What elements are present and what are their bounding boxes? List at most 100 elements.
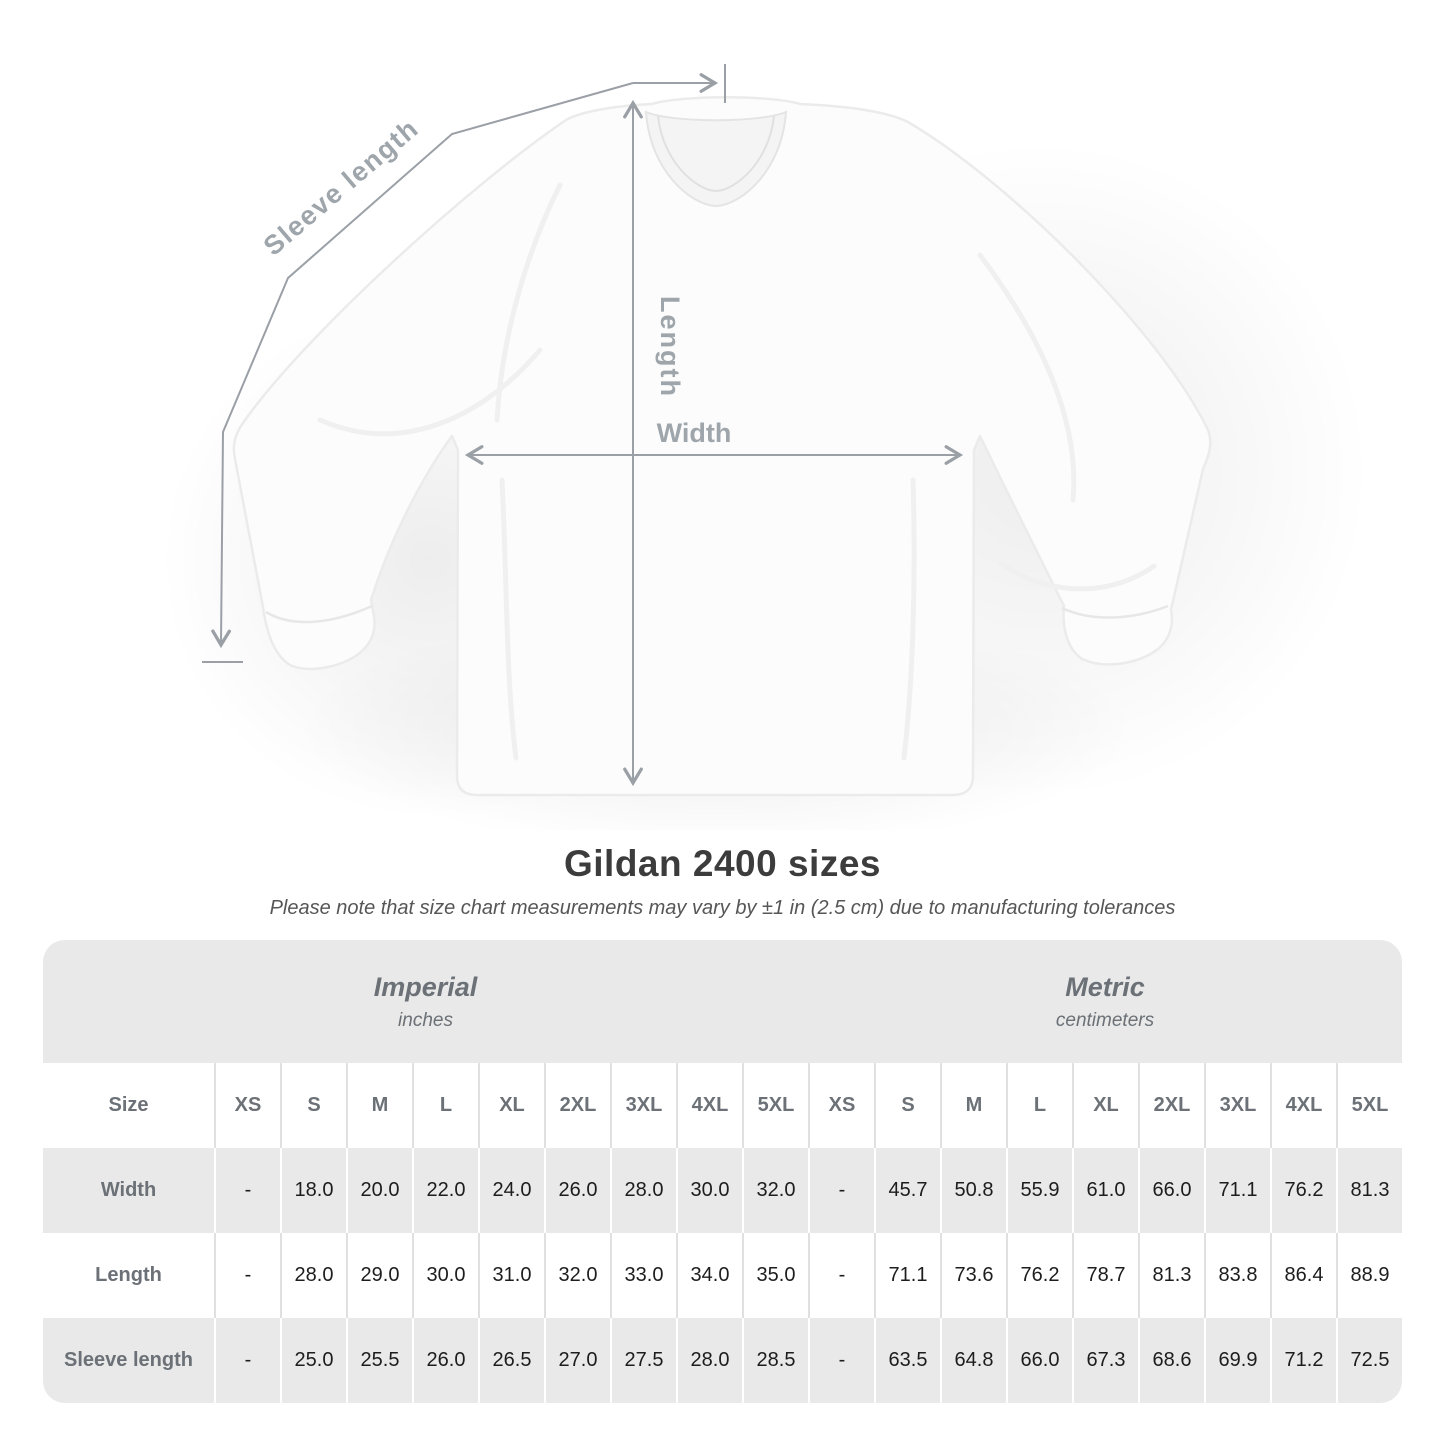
measurement-value: 63.5 — [874, 1318, 940, 1403]
size-table: Imperial inches Metric centimeters Size X… — [43, 940, 1402, 1403]
metric-label: Metric — [1065, 971, 1145, 1002]
measurement-value: 55.9 — [1006, 1148, 1072, 1233]
size-column-header: 3XL — [610, 1063, 676, 1148]
sleeve-length-contour-line — [211, 82, 634, 649]
collar-rib-seam — [657, 115, 775, 193]
measurement-value: 86.4 — [1270, 1233, 1336, 1318]
heading-block: Gildan 2400 sizes Please note that size … — [0, 843, 1445, 920]
size-column-header: XL — [1072, 1063, 1138, 1148]
measurement-value: - — [808, 1318, 874, 1403]
size-column-header: S — [874, 1063, 940, 1148]
size-column-header: 4XL — [676, 1063, 742, 1148]
measurement-value: 28.0 — [280, 1233, 346, 1318]
width-label: Width — [657, 418, 732, 448]
measurement-value: 28.0 — [610, 1148, 676, 1233]
measurement-value: 26.0 — [412, 1318, 478, 1403]
measurement-value: 20.0 — [346, 1148, 412, 1233]
measurement-value: 18.0 — [280, 1148, 346, 1233]
metric-section-header: Metric centimeters — [808, 940, 1402, 1063]
measurement-value: 68.6 — [1138, 1318, 1204, 1403]
cuff-seams — [265, 604, 1169, 624]
row-label: Width — [100, 1179, 157, 1201]
measurement-value: 76.2 — [1270, 1148, 1336, 1233]
measurement-value: 24.0 — [478, 1148, 544, 1233]
measurement-value: 33.0 — [610, 1233, 676, 1318]
size-column-header: M — [346, 1063, 412, 1148]
size-table-grid: Size XS S M L XL 2XL 3XL 4XL 5XL XS S M L XL 2XL 3XL 4XL 5… — [43, 1063, 1402, 1403]
measurement-value: 32.0 — [742, 1148, 808, 1233]
size-header-row: Size XS S M L XL 2XL 3XL 4XL 5XL XS S M L XL 2XL 3XL 4XL 5… — [43, 1063, 1402, 1148]
imperial-unit-label: inches — [398, 1009, 453, 1031]
measurement-value: 25.0 — [280, 1318, 346, 1403]
page-title: Gildan 2400 sizes — [563, 843, 881, 884]
measurement-value: 67.3 — [1072, 1318, 1138, 1403]
sleeve-length-row: Sleeve length -25.0 25.5 26.0 26.5 27.0 27.5 28… — [43, 1318, 1402, 1403]
imperial-label: Imperial — [373, 971, 478, 1002]
size-column-header: 2XL — [1138, 1063, 1204, 1148]
unit-sections-band: Imperial inches Metric centimeters — [43, 940, 1402, 1063]
measurement-annotations — [202, 64, 964, 787]
row-label: Length — [95, 1264, 162, 1286]
metric-unit-label: centimeters — [1055, 1009, 1155, 1031]
measurement-value: 35.0 — [742, 1233, 808, 1318]
sleeve-length-label: Sleeve length — [258, 113, 425, 262]
size-column-header: XL — [478, 1063, 544, 1148]
row-label: Size — [108, 1094, 149, 1116]
measurement-value: 71.1 — [874, 1233, 940, 1318]
shirt-measurement-diagram: Sleeve length Length Width — [160, 64, 1370, 830]
tolerance-note: Please note that size chart measurements… — [269, 897, 1176, 919]
size-column-header: XS — [808, 1063, 874, 1148]
measurement-value: 76.2 — [1006, 1233, 1072, 1318]
size-column-header: S — [280, 1063, 346, 1148]
collar-opening — [644, 110, 788, 208]
measurement-value: 31.0 — [478, 1233, 544, 1318]
measurement-value: 66.0 — [1006, 1318, 1072, 1403]
size-column-header: M — [940, 1063, 1006, 1148]
measurement-value: 22.0 — [412, 1148, 478, 1233]
measurement-value: - — [214, 1148, 280, 1233]
size-column-header: 4XL — [1270, 1063, 1336, 1148]
size-column-header: 3XL — [1204, 1063, 1270, 1148]
measurement-value: 83.8 — [1204, 1233, 1270, 1318]
measurement-value: 45.7 — [874, 1148, 940, 1233]
measurement-value: - — [808, 1148, 874, 1233]
measurement-value: 78.7 — [1072, 1233, 1138, 1318]
measurement-value: - — [214, 1233, 280, 1318]
measurement-value: 61.0 — [1072, 1148, 1138, 1233]
length-label: Length — [655, 296, 685, 398]
measurement-value: 50.8 — [940, 1148, 1006, 1233]
measurement-value: 88.9 — [1336, 1233, 1402, 1318]
size-column-header: 5XL — [1336, 1063, 1402, 1148]
measurement-value: 28.0 — [676, 1318, 742, 1403]
measurement-value: 72.5 — [1336, 1318, 1402, 1403]
size-column-header: 2XL — [544, 1063, 610, 1148]
measurement-value: 27.5 — [610, 1318, 676, 1403]
measurement-value: 69.9 — [1204, 1318, 1270, 1403]
measurement-value: 73.6 — [940, 1233, 1006, 1318]
measurement-value: 71.2 — [1270, 1318, 1336, 1403]
measurement-value: 81.3 — [1336, 1148, 1402, 1233]
measurement-value: 81.3 — [1138, 1233, 1204, 1318]
fabric-folds — [317, 182, 1157, 761]
size-column-header: L — [1006, 1063, 1072, 1148]
row-label: Sleeve length — [64, 1349, 193, 1371]
measurement-value: 30.0 — [676, 1148, 742, 1233]
size-column-header: XS — [214, 1063, 280, 1148]
measurement-value: 26.0 — [544, 1148, 610, 1233]
measurement-value: 25.5 — [346, 1318, 412, 1403]
measurement-value: 26.5 — [478, 1318, 544, 1403]
measurement-value: 29.0 — [346, 1233, 412, 1318]
measurement-value: 64.8 — [940, 1318, 1006, 1403]
width-row: Width -18.0 20.0 22.0 24.0 26.0 28.0 30.0 32.0-4… — [43, 1148, 1402, 1233]
length-row: Length -28.0 29.0 30.0 31.0 32.0 33.0 34.0 35.0-… — [43, 1233, 1402, 1318]
measurement-value: 71.1 — [1204, 1148, 1270, 1233]
measurement-value: - — [808, 1233, 874, 1318]
imperial-section-header: Imperial inches — [43, 940, 808, 1063]
size-column-header: 5XL — [742, 1063, 808, 1148]
measurement-value: 28.5 — [742, 1318, 808, 1403]
measurement-value: 27.0 — [544, 1318, 610, 1403]
measurement-value: 66.0 — [1138, 1148, 1204, 1233]
measurement-value: 30.0 — [412, 1233, 478, 1318]
measurement-value: - — [214, 1318, 280, 1403]
